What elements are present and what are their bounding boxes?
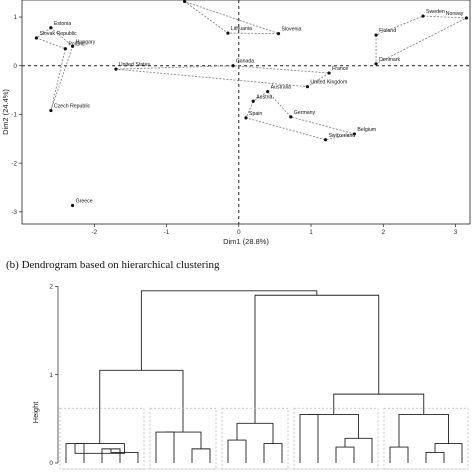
y-tick-label: 0 bbox=[13, 63, 17, 70]
data-point bbox=[374, 62, 378, 66]
data-point bbox=[182, 0, 187, 4]
data-point bbox=[374, 33, 378, 37]
cluster-box bbox=[149, 407, 217, 470]
y-tick-label: 0 bbox=[49, 460, 53, 467]
dendrogram-link bbox=[398, 413, 449, 448]
cluster-box bbox=[59, 407, 145, 470]
data-point bbox=[70, 44, 75, 48]
point-label: United States bbox=[119, 62, 151, 68]
data-point bbox=[251, 99, 255, 103]
dendrogram-link bbox=[236, 422, 274, 444]
y-tick-label: 2 bbox=[49, 284, 53, 291]
x-axis-label: Dim1 (28.8%) bbox=[223, 237, 269, 246]
dendrogram-link bbox=[227, 439, 247, 463]
point-label: Poland bbox=[68, 42, 84, 48]
point-label: Austria bbox=[256, 94, 272, 100]
point-label: Germany bbox=[294, 110, 316, 116]
x-tick-label: 3 bbox=[454, 229, 458, 236]
point-label: Hungary bbox=[76, 39, 96, 45]
cluster-box bbox=[221, 407, 289, 470]
point-label: Finland bbox=[379, 28, 396, 34]
dendrogram-link bbox=[309, 413, 359, 439]
point-label: Lithuania bbox=[231, 26, 252, 32]
dendrogram-link bbox=[434, 443, 463, 463]
data-point bbox=[49, 108, 53, 113]
data-point bbox=[244, 116, 248, 120]
data-point bbox=[114, 67, 118, 71]
point-label: United Kingdom bbox=[310, 80, 347, 86]
data-point bbox=[305, 85, 310, 89]
cluster-hull bbox=[35, 27, 74, 111]
point-label: Belgium bbox=[357, 127, 376, 133]
x-tick-label: -2 bbox=[91, 229, 97, 236]
point-label: France bbox=[332, 66, 348, 72]
point-label: Greece bbox=[76, 198, 93, 204]
y-axis-label: Dim2 (24.4%) bbox=[1, 89, 10, 135]
y-axis-label: Height bbox=[31, 401, 40, 424]
dendrogram-link bbox=[389, 446, 409, 463]
data-point bbox=[323, 138, 328, 142]
x-tick-label: 2 bbox=[381, 229, 385, 236]
dendrogram-link bbox=[335, 446, 355, 463]
dendrogram-link bbox=[75, 443, 125, 453]
dendrogram-link bbox=[191, 448, 211, 463]
point-label: Switzerland bbox=[328, 133, 355, 139]
y-tick-label: 1 bbox=[49, 372, 53, 379]
data-point bbox=[464, 16, 468, 20]
dendrogram-link bbox=[99, 369, 184, 444]
dendrogram-link bbox=[155, 431, 175, 463]
data-point bbox=[352, 132, 356, 136]
point-label: Czech Republic bbox=[54, 104, 91, 110]
y-tick-label: -3 bbox=[11, 209, 17, 216]
data-point bbox=[289, 115, 293, 119]
cluster-hull bbox=[115, 65, 331, 88]
x-tick-label: -1 bbox=[164, 229, 170, 236]
data-point bbox=[231, 64, 235, 68]
data-point bbox=[327, 71, 331, 75]
cluster-hull bbox=[184, 1, 279, 35]
point-label: Slovenia bbox=[282, 27, 302, 33]
data-point bbox=[70, 203, 75, 208]
dendrogram-link bbox=[333, 393, 425, 415]
dendrogram-link bbox=[165, 431, 202, 449]
data-point bbox=[63, 47, 67, 51]
point-label: Norway bbox=[446, 11, 464, 17]
dendrogram-link bbox=[263, 443, 283, 463]
data-point bbox=[421, 14, 425, 18]
point-label: Estonia bbox=[54, 21, 71, 27]
dendrogram-link bbox=[101, 448, 121, 463]
point-label: Australia bbox=[271, 85, 291, 91]
dendrogram-link bbox=[140, 290, 318, 371]
point-label: Canada bbox=[236, 59, 254, 65]
dendrogram-title: (b) Dendrogram based on hierarchical clu… bbox=[6, 259, 220, 271]
x-tick-label: 1 bbox=[309, 229, 313, 236]
point-label: Denmark bbox=[379, 57, 400, 63]
data-point bbox=[34, 36, 39, 40]
data-point bbox=[276, 31, 281, 36]
point-label: Spain bbox=[249, 111, 262, 117]
dendrogram-link bbox=[425, 451, 445, 463]
y-tick-label: 1 bbox=[13, 14, 17, 21]
x-tick-label: 0 bbox=[237, 229, 241, 236]
data-point bbox=[226, 31, 230, 35]
dendrogram-link bbox=[344, 437, 373, 463]
cluster-box bbox=[383, 407, 469, 470]
data-point bbox=[266, 89, 270, 94]
scatter-panel: -2 -1 0 1 2 3 1 0 -1 -2 -3 Dim1 (28.8%) Dim2 (24.4%)… bbox=[1, 0, 471, 246]
data-point bbox=[49, 26, 53, 30]
cluster-box bbox=[293, 407, 379, 470]
dendrogram-panel: (b) Dendrogram based on hierarchical clu… bbox=[6, 259, 469, 470]
scatter-frame bbox=[21, 0, 471, 225]
point-label: Slovak Republic bbox=[39, 31, 77, 37]
dendrogram-link bbox=[74, 443, 125, 454]
point-label: Sweden bbox=[426, 9, 445, 15]
dendrogram-link bbox=[299, 413, 319, 463]
y-tick-label: -1 bbox=[11, 112, 17, 119]
dendrogram-link bbox=[254, 294, 380, 424]
y-tick-label: -2 bbox=[11, 160, 17, 167]
